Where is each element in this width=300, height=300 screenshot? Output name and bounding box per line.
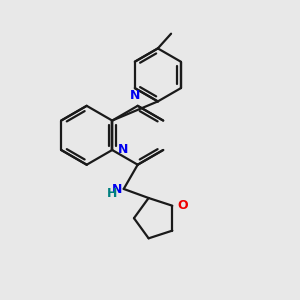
Text: N: N [118, 143, 128, 157]
Text: N: N [130, 89, 140, 102]
Text: N: N [112, 183, 122, 196]
Text: H: H [107, 187, 118, 200]
Text: O: O [178, 199, 188, 212]
